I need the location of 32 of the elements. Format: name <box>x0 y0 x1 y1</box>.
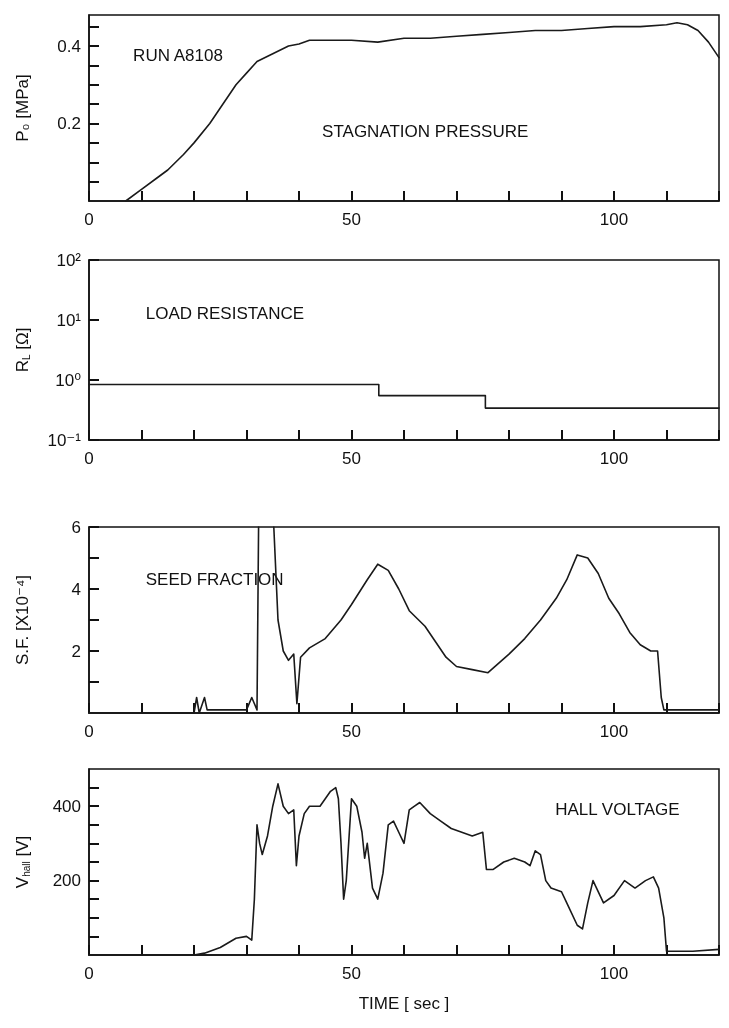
y-tick-label: 10⁰ <box>55 370 82 390</box>
y-axis-title: RL [Ω] <box>12 327 32 373</box>
x-tick-label: 100 <box>599 964 629 983</box>
y-tick-label: 6 <box>71 517 81 537</box>
x-tick-label: 0 <box>84 722 94 741</box>
annotation: RUN A8108 <box>133 45 223 65</box>
x-tick-label: 0 <box>84 449 94 468</box>
x-tick-label: 100 <box>599 210 629 229</box>
x-tick-label: 50 <box>342 722 361 741</box>
x-tick-label: 50 <box>342 210 361 229</box>
y-tick-label: 0.4 <box>57 36 81 56</box>
y-axis-title: Vhall [V] <box>12 835 32 889</box>
y-tick-label: 0.2 <box>57 114 81 133</box>
annotation: LOAD RESISTANCE <box>145 304 305 323</box>
x-tick-label: 100 <box>599 449 629 468</box>
x-tick-label: 50 <box>342 964 361 983</box>
x-tick-label: 0 <box>84 964 94 983</box>
x-tick-label: 100 <box>599 722 629 741</box>
x-axis-title: TIME [ sec ] <box>358 994 450 1013</box>
y-axis-title: P₀ [MPa] <box>13 74 32 142</box>
y-tick-label: 10² <box>56 250 82 270</box>
y-tick-label: 2 <box>71 641 81 661</box>
y-tick-label: 400 <box>52 796 81 816</box>
annotation: STAGNATION PRESSURE <box>322 122 529 142</box>
x-tick-label: 0 <box>84 210 94 229</box>
x-tick-label: 50 <box>342 449 361 468</box>
y-tick-label: 10⁻¹ <box>47 430 82 450</box>
y-axis-title: S.F. [X10⁻⁴] <box>13 575 32 665</box>
y-tick-label: 10¹ <box>56 310 82 330</box>
y-tick-label: 200 <box>52 871 81 891</box>
annotation: HALL VOLTAGE <box>555 799 680 819</box>
y-tick-label: 4 <box>71 579 81 599</box>
